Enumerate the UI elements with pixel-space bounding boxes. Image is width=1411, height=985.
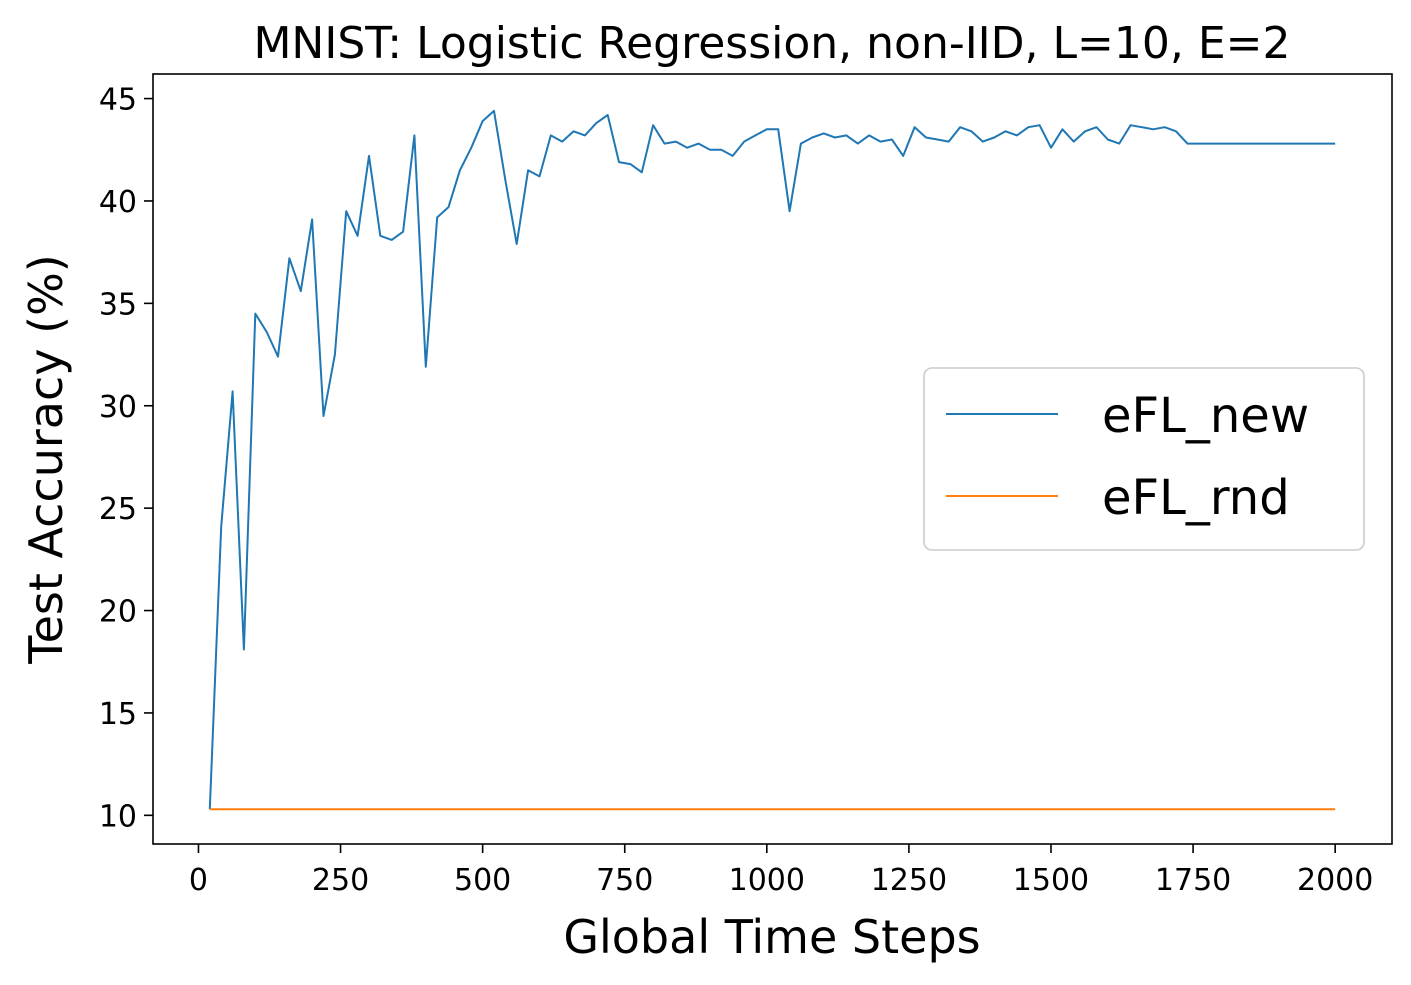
y-tick-label: 35 — [99, 287, 137, 322]
x-tick-label: 1750 — [1155, 863, 1231, 898]
x-tick-label: 1000 — [729, 863, 805, 898]
legend-label-efl-new: eFL_new — [1102, 388, 1309, 444]
plot-frame — [152, 73, 1393, 845]
plot-area — [208, 109, 1336, 811]
y-tick-label: 45 — [99, 83, 137, 118]
y-axis-label: Test Accuracy (%) — [19, 254, 73, 664]
chart-title: MNIST: Logistic Regression, non-IID, L=1… — [253, 18, 1290, 69]
legend-label-efl-rnd: eFL_rnd — [1102, 470, 1290, 526]
x-tick-label: 1500 — [1013, 863, 1089, 898]
x-tick-label: 0 — [189, 863, 208, 898]
y-tick-label: 30 — [99, 390, 137, 425]
y-tick-label: 15 — [99, 697, 137, 732]
x-tick-label: 1250 — [871, 863, 947, 898]
x-tick-label: 500 — [454, 863, 511, 898]
x-tick-label: 250 — [312, 863, 369, 898]
y-axis: 10 15 20 25 30 35 40 45 — [99, 83, 153, 834]
x-tick-label: 2000 — [1297, 863, 1373, 898]
series-line-efl-new — [208, 109, 1336, 810]
legend: eFL_new eFL_rnd — [923, 367, 1365, 551]
x-axis-label: Global Time Steps — [563, 910, 980, 964]
y-tick-label: 40 — [99, 185, 137, 220]
y-tick-label: 10 — [99, 799, 137, 834]
x-tick-label: 750 — [596, 863, 653, 898]
y-tick-label: 25 — [99, 492, 137, 527]
y-tick-label: 20 — [99, 595, 137, 630]
x-axis: 0 250 500 750 1000 1250 1500 1750 2000 — [189, 844, 1373, 898]
